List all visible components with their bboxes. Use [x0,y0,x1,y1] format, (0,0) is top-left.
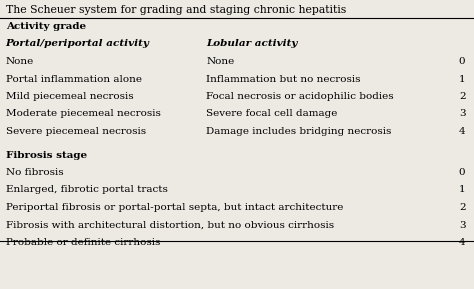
Text: Severe focal cell damage: Severe focal cell damage [206,110,337,118]
Text: Moderate piecemeal necrosis: Moderate piecemeal necrosis [6,110,161,118]
Text: 2: 2 [459,92,465,101]
Text: Enlarged, fibrotic portal tracts: Enlarged, fibrotic portal tracts [6,186,168,194]
Text: 0: 0 [459,168,465,177]
Text: 0: 0 [459,57,465,66]
Text: 1: 1 [459,75,465,84]
Text: None: None [206,57,235,66]
Text: Portal/periportal activity: Portal/periportal activity [6,40,150,49]
Text: Mild piecemeal necrosis: Mild piecemeal necrosis [6,92,133,101]
Text: 4: 4 [459,127,465,136]
Text: 4: 4 [459,238,465,247]
Text: Fibrosis stage: Fibrosis stage [6,151,87,160]
Text: Lobular activity: Lobular activity [206,40,298,49]
Text: 3: 3 [459,110,465,118]
Text: Portal inflammation alone: Portal inflammation alone [6,75,142,84]
Text: Damage includes bridging necrosis: Damage includes bridging necrosis [206,127,392,136]
Text: The Scheuer system for grading and staging chronic hepatitis: The Scheuer system for grading and stagi… [6,5,346,15]
Text: Severe piecemeal necrosis: Severe piecemeal necrosis [6,127,146,136]
Text: Inflammation but no necrosis: Inflammation but no necrosis [206,75,361,84]
Text: None: None [6,57,34,66]
Text: 3: 3 [459,221,465,229]
Text: Probable or definite cirrhosis: Probable or definite cirrhosis [6,238,160,247]
Text: 1: 1 [459,186,465,194]
Text: 2: 2 [459,203,465,212]
Text: Activity grade: Activity grade [6,22,86,31]
Text: No fibrosis: No fibrosis [6,168,64,177]
Text: Focal necrosis or acidophilic bodies: Focal necrosis or acidophilic bodies [206,92,394,101]
Text: Fibrosis with architectural distortion, but no obvious cirrhosis: Fibrosis with architectural distortion, … [6,221,334,229]
Text: Periportal fibrosis or portal-portal septa, but intact architecture: Periportal fibrosis or portal-portal sep… [6,203,343,212]
